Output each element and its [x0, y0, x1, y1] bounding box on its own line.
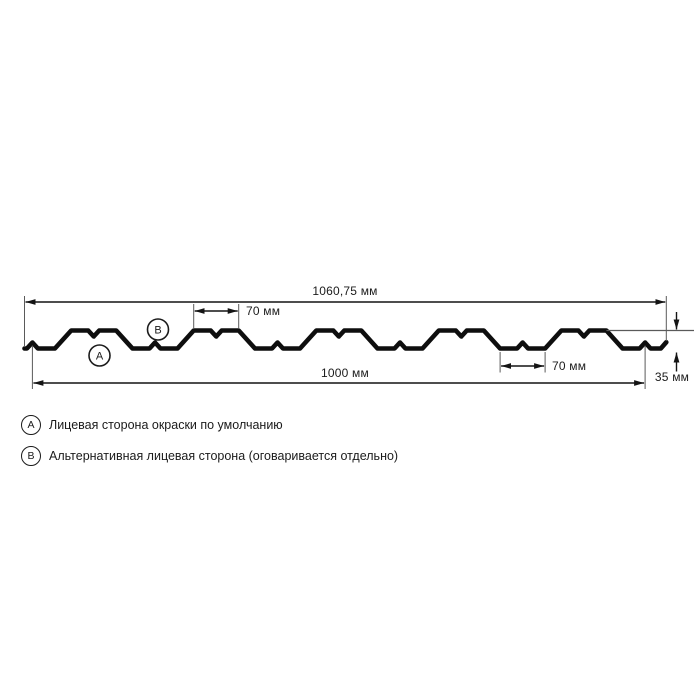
dim-text-bottom-flat-width: 70 мм [552, 359, 586, 373]
profile-outline [22, 328, 669, 351]
dim-text-overall-width: 1060,75 мм [312, 284, 377, 298]
legend-item-a: A Лицевая сторона окраски по умолчанию [21, 414, 398, 435]
callout-a-label: A [96, 351, 104, 363]
callout-a-circle [88, 344, 111, 367]
callout-b-circle [146, 318, 170, 341]
legend: A Лицевая сторона окраски по умолчанию B… [21, 414, 398, 476]
callout-b-label: B [154, 325, 161, 337]
dim-text-working-width: 1000 мм [321, 366, 369, 380]
legend-marker-a: A [21, 414, 41, 435]
legend-marker-b: B [21, 445, 41, 466]
legend-label-a: Лицевая сторона окраски по умолчанию [49, 417, 283, 432]
dim-text-profile-height: 35 мм [655, 370, 689, 384]
dim-text-top-flat-width: 70 мм [246, 304, 280, 318]
legend-label-b: Альтернативная лицевая сторона (оговарив… [49, 448, 399, 463]
legend-item-b: B Альтернативная лицевая сторона (оговар… [21, 445, 398, 466]
